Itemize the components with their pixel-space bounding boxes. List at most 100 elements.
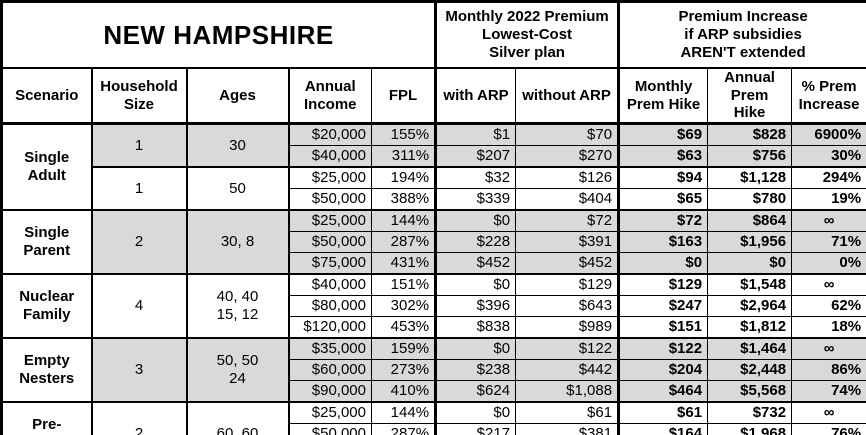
col-header-fpl: FPL: [370, 67, 438, 126]
cell-ages: 50, 50 24: [186, 337, 290, 403]
cell-scenario: Empty Nesters: [1, 337, 93, 403]
cell-with-arp: $228: [435, 231, 517, 254]
cell-monthly-prem-hike: $72: [618, 209, 709, 233]
table-row: $60,000 273% $238 $442 $204 $2,448 86%: [2, 359, 866, 382]
cell-monthly-prem-hike: $122: [618, 337, 709, 361]
cell-annual-income: $80,000: [288, 295, 372, 318]
cell-annual-prem-hike: $828: [707, 123, 793, 147]
cell-scenario: Nuclear Family: [1, 273, 93, 339]
table-row: $50,000 287% $228 $391 $163 $1,956 71%: [2, 231, 866, 254]
table-row: Single Adult 1 30 $20,000 155% $1 $70 $69 $828 69…: [1, 123, 866, 211]
table-row: $50,000 287% $217 $381 $164 $1,968 76%: [2, 423, 866, 435]
cell-with-arp: $624: [435, 380, 517, 403]
cell-ages: 40, 40 15, 12: [186, 273, 290, 339]
cell-pct-prem-increase: 0%: [791, 252, 866, 275]
cell-annual-prem-hike: $2,964: [707, 295, 793, 318]
cell-annual-prem-hike: $1,128: [707, 166, 793, 190]
cell-annual-prem-hike: $756: [707, 145, 793, 168]
cell-fpl: 144%: [370, 209, 438, 233]
cell-without-arp: $643: [515, 295, 621, 318]
cell-annual-income: $40,000: [288, 273, 372, 297]
cell-pct-prem-increase: 62%: [791, 295, 866, 318]
cell-fpl: 453%: [370, 316, 438, 339]
cell-monthly-prem-hike: $0: [618, 252, 709, 275]
table-row: Empty Nesters 3 50, 50 24 $35,000 159% $0 $122…: [1, 337, 866, 403]
col-header-annual-income: Annual Income: [288, 67, 372, 126]
cell-annual-prem-hike: $1,464: [707, 337, 793, 361]
col-header-monthly-prem-hike: Monthly Prem Hike: [618, 67, 709, 126]
cell-fpl: 287%: [370, 423, 438, 435]
col-header-household-size: Household Size: [91, 67, 188, 126]
cell-annual-prem-hike: $1,956: [707, 231, 793, 254]
table-row: 1 50 $25,000 194% $32 $126 $94 $1,128 294%: [2, 166, 866, 211]
cell-annual-prem-hike: $1,548: [707, 273, 793, 297]
cell-annual-prem-hike: $0: [707, 252, 793, 275]
cell-fpl: 311%: [370, 145, 438, 168]
cell-pct-prem-increase: 19%: [791, 188, 866, 211]
cell-annual-prem-hike: $1,812: [707, 316, 793, 339]
cell-household-size: 2: [91, 401, 188, 435]
cell-annual-prem-hike: $2,448: [707, 359, 793, 382]
cell-pct-prem-increase: 294%: [791, 166, 866, 190]
cell-without-arp: $381: [515, 423, 621, 435]
cell-with-arp: $0: [435, 209, 517, 233]
cell-scenario: Single Adult: [1, 123, 93, 211]
cell-without-arp: $70: [515, 123, 621, 147]
cell-without-arp: $391: [515, 231, 621, 254]
cell-monthly-prem-hike: $151: [618, 316, 709, 339]
cell-annual-prem-hike: $1,968: [707, 423, 793, 435]
header-row-columns: Scenario Household Size Ages Annual Inco…: [1, 67, 866, 126]
cell-annual-income: $40,000: [288, 145, 372, 168]
cell-with-arp: $207: [435, 145, 517, 168]
cell-monthly-prem-hike: $164: [618, 423, 709, 435]
table-row: Single Parent 2 30, 8 $25,000 144% $0 $72 $72 $8…: [1, 209, 866, 275]
cell-fpl: 151%: [370, 273, 438, 297]
cell-with-arp: $238: [435, 359, 517, 382]
cell-ages: 50: [186, 166, 290, 211]
cell-without-arp: $126: [515, 166, 621, 190]
cell-fpl: 273%: [370, 359, 438, 382]
increase-group-header: Premium Increase if ARP subsidies AREN'T…: [618, 1, 866, 69]
cell-with-arp: $339: [435, 188, 517, 211]
cell-with-arp: $396: [435, 295, 517, 318]
cell-pct-prem-increase: ∞: [791, 401, 866, 425]
cell-with-arp: $452: [435, 252, 517, 275]
cell-pct-prem-increase: 71%: [791, 231, 866, 254]
cell-fpl: 144%: [370, 401, 438, 425]
cell-without-arp: $1,088: [515, 380, 621, 403]
col-header-ages: Ages: [186, 67, 290, 126]
cell-fpl: 410%: [370, 380, 438, 403]
cell-annual-income: $50,000: [288, 423, 372, 435]
cell-with-arp: $0: [435, 273, 517, 297]
cell-annual-income: $25,000: [288, 401, 372, 425]
table-header: NEW HAMPSHIRE Monthly 2022 Premium Lowes…: [0, 1, 866, 126]
cell-without-arp: $129: [515, 273, 621, 297]
cell-without-arp: $270: [515, 145, 621, 168]
cell-fpl: 194%: [370, 166, 438, 190]
cell-pct-prem-increase: 76%: [791, 423, 866, 435]
cell-with-arp: $0: [435, 401, 517, 425]
cell-fpl: 287%: [370, 231, 438, 254]
cell-monthly-prem-hike: $163: [618, 231, 709, 254]
cell-monthly-prem-hike: $61: [618, 401, 709, 425]
table-row: Pre- Retirees260, 60$25,000144%$0$61$61$…: [1, 401, 866, 435]
cell-annual-income: $25,000: [288, 209, 372, 233]
cell-monthly-prem-hike: $204: [618, 359, 709, 382]
cell-annual-income: $20,000: [288, 123, 372, 147]
cell-household-size: 1: [91, 123, 188, 168]
cell-annual-income: $25,000: [288, 166, 372, 190]
cell-scenario: Pre- Retirees: [1, 401, 93, 435]
cell-pct-prem-increase: 86%: [791, 359, 866, 382]
cell-ages: 30: [186, 123, 290, 168]
cell-monthly-prem-hike: $69: [618, 123, 709, 147]
col-header-annual-prem-hike: Annual Prem Hike: [707, 67, 793, 126]
cell-annual-prem-hike: $5,568: [707, 380, 793, 403]
cell-monthly-prem-hike: $129: [618, 273, 709, 297]
cell-pct-prem-increase: 30%: [791, 145, 866, 168]
cell-fpl: 431%: [370, 252, 438, 275]
cell-household-size: 2: [91, 209, 188, 275]
cell-annual-prem-hike: $864: [707, 209, 793, 233]
col-header-scenario: Scenario: [1, 67, 93, 126]
cell-with-arp: $32: [435, 166, 517, 190]
